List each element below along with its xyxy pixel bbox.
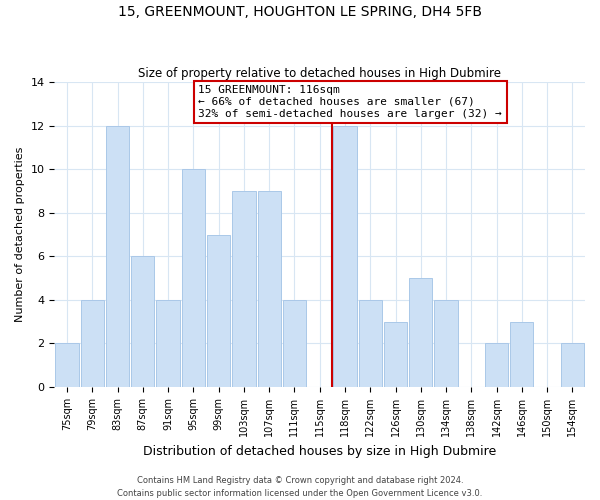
Bar: [434, 300, 458, 387]
Bar: [510, 322, 533, 387]
Bar: [55, 344, 79, 387]
Bar: [157, 300, 180, 387]
Bar: [257, 191, 281, 387]
Bar: [485, 344, 508, 387]
Bar: [283, 300, 306, 387]
Bar: [131, 256, 154, 387]
Bar: [232, 191, 256, 387]
Bar: [359, 300, 382, 387]
Bar: [182, 169, 205, 387]
Bar: [384, 322, 407, 387]
Text: 15, GREENMOUNT, HOUGHTON LE SPRING, DH4 5FB: 15, GREENMOUNT, HOUGHTON LE SPRING, DH4 …: [118, 5, 482, 19]
Bar: [334, 126, 356, 387]
Bar: [561, 344, 584, 387]
X-axis label: Distribution of detached houses by size in High Dubmire: Distribution of detached houses by size …: [143, 444, 496, 458]
Bar: [207, 234, 230, 387]
Y-axis label: Number of detached properties: Number of detached properties: [15, 147, 25, 322]
Bar: [409, 278, 433, 387]
Title: Size of property relative to detached houses in High Dubmire: Size of property relative to detached ho…: [138, 66, 501, 80]
Text: 15 GREENMOUNT: 116sqm
← 66% of detached houses are smaller (67)
32% of semi-deta: 15 GREENMOUNT: 116sqm ← 66% of detached …: [199, 86, 502, 118]
Bar: [80, 300, 104, 387]
Bar: [106, 126, 129, 387]
Text: Contains HM Land Registry data © Crown copyright and database right 2024.
Contai: Contains HM Land Registry data © Crown c…: [118, 476, 482, 498]
